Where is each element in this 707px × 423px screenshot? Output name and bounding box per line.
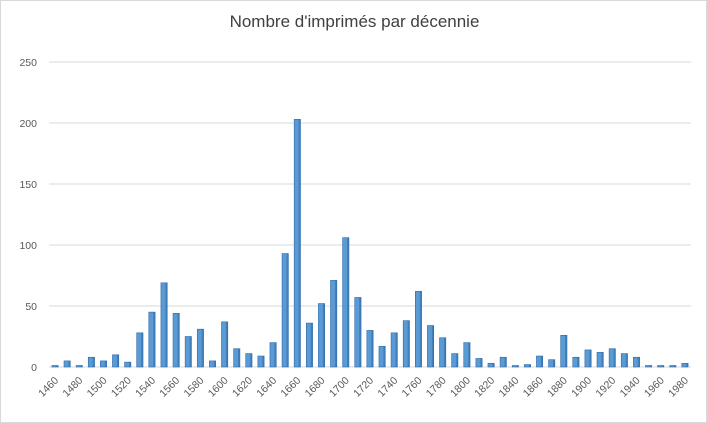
x-tick-label: 1920 (593, 375, 618, 400)
y-axis-tick-labels: 0 50 100 150 200 250 (19, 57, 37, 374)
bar-1560 (172, 313, 180, 368)
bar-1880 (560, 334, 568, 368)
bar-1630 (257, 355, 265, 368)
x-tick-label: 1780 (424, 375, 449, 400)
x-tick-label: 1980 (666, 375, 691, 400)
x-tick-label: 1840 (496, 375, 521, 400)
y-tick-label: 250 (19, 57, 37, 69)
bar-1840 (511, 365, 519, 368)
bar-1460 (51, 365, 59, 368)
bar-1550 (160, 282, 168, 368)
y-tick-label: 200 (19, 118, 37, 130)
bar-1810 (475, 358, 483, 368)
bar-1530 (136, 332, 144, 368)
bar-1900 (584, 349, 592, 368)
x-tick-label: 1540 (133, 375, 158, 400)
bar-1710 (354, 297, 362, 368)
bar-1680 (318, 303, 325, 368)
bar-1820 (487, 363, 495, 368)
bar-1800 (463, 342, 471, 368)
bar-1920 (608, 348, 616, 368)
bar-1470 (63, 360, 71, 368)
bar-1830 (499, 356, 507, 368)
x-tick-label: 1480 (60, 375, 85, 400)
x-tick-label: 1900 (569, 375, 594, 400)
x-tick-label: 1460 (36, 375, 61, 400)
bar-1640 (269, 342, 277, 368)
x-tick-label: 1600 (206, 375, 231, 400)
x-tick-label: 1680 (303, 375, 328, 400)
bar-1730 (378, 345, 386, 368)
bar-1790 (451, 353, 459, 368)
x-tick-label: 1640 (254, 375, 279, 400)
bar-1940 (633, 356, 640, 368)
x-tick-label: 1940 (618, 375, 643, 400)
bar-1490 (87, 356, 95, 368)
bar-1600 (221, 321, 229, 368)
bar-1590 (209, 360, 216, 368)
x-tick-label: 1800 (448, 375, 473, 400)
bar-1610 (233, 348, 241, 368)
x-tick-label: 1580 (182, 375, 207, 400)
bar-1540 (148, 311, 156, 368)
x-tick-label: 1740 (375, 375, 400, 400)
x-tick-label: 1560 (157, 375, 182, 400)
bar-1910 (596, 352, 604, 368)
x-tick-label: 1960 (642, 375, 667, 400)
bar-1870 (548, 359, 556, 368)
bar-1660 (293, 119, 301, 368)
x-tick-label: 1520 (109, 375, 134, 400)
bars (51, 119, 689, 368)
bar-1510 (112, 354, 120, 368)
bar-1970 (669, 365, 677, 368)
y-tick-label: 150 (19, 179, 37, 191)
bar-1500 (100, 360, 107, 368)
bar-1670 (305, 322, 313, 368)
chart-title: Nombre d'imprimés par décennie (229, 12, 480, 31)
x-tick-label: 1760 (400, 375, 425, 400)
bar-1580 (196, 328, 204, 368)
bar-1760 (415, 291, 422, 368)
x-tick-label: 1500 (85, 375, 110, 400)
bar-1750 (402, 320, 410, 368)
bar-1570 (184, 336, 192, 368)
bar-1720 (366, 330, 374, 368)
bar-1860 (536, 355, 544, 368)
gridlines (49, 61, 691, 368)
x-tick-label: 1880 (545, 375, 570, 400)
x-tick-label: 1620 (230, 375, 255, 400)
bar-1780 (439, 337, 447, 368)
x-tick-label: 1860 (521, 375, 546, 400)
bar-1770 (427, 325, 435, 368)
bar-1980 (681, 363, 689, 368)
y-tick-label: 0 (31, 362, 37, 374)
x-axis-tick-labels: 1460 1480 1500 1520 1540 1560 1580 1600 1620 1640… (36, 375, 691, 400)
bar-1650 (281, 253, 289, 368)
bar-1480 (75, 365, 83, 368)
bar-1520 (124, 361, 132, 368)
bar-1740 (390, 332, 398, 368)
x-tick-label: 1660 (278, 375, 303, 400)
bar-1690 (330, 280, 338, 368)
x-tick-label: 1700 (327, 375, 352, 400)
bar-1700 (342, 237, 350, 368)
bar-1930 (620, 353, 628, 368)
y-tick-label: 100 (19, 240, 37, 252)
bar-1850 (524, 364, 531, 368)
bar-1950 (645, 365, 653, 368)
bar-1960 (657, 365, 665, 368)
y-tick-label: 50 (25, 301, 37, 313)
bar-1620 (245, 353, 253, 368)
x-tick-label: 1820 (472, 375, 497, 400)
x-tick-label: 1720 (351, 375, 376, 400)
bar-1890 (572, 356, 580, 368)
